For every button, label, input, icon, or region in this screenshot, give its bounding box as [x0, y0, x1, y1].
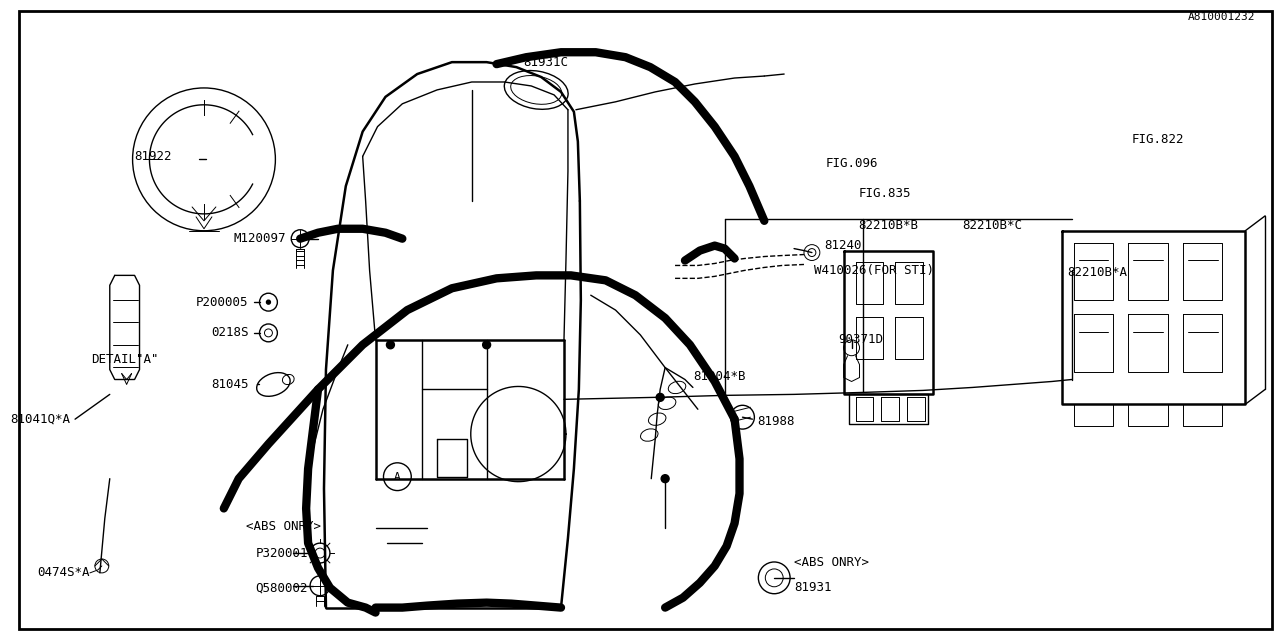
Text: 81045: 81045 — [211, 378, 248, 391]
Circle shape — [662, 475, 669, 483]
Text: 82210B*B: 82210B*B — [859, 220, 919, 232]
Text: P200005: P200005 — [196, 296, 248, 308]
Text: <ABS ONRY>: <ABS ONRY> — [246, 520, 321, 532]
Text: FIG.835: FIG.835 — [859, 187, 911, 200]
Text: FIG.096: FIG.096 — [826, 157, 878, 170]
Circle shape — [483, 341, 490, 349]
Text: Q580002: Q580002 — [256, 581, 308, 595]
Text: 81904*B: 81904*B — [692, 370, 745, 383]
Text: <ABS ONRY>: <ABS ONRY> — [794, 556, 869, 570]
Circle shape — [387, 341, 394, 349]
Text: DETAIL"A": DETAIL"A" — [91, 353, 159, 366]
Text: 81931: 81931 — [794, 581, 832, 595]
Text: 81240: 81240 — [824, 239, 861, 252]
Text: P320001: P320001 — [256, 547, 308, 559]
Text: FIG.822: FIG.822 — [1132, 133, 1184, 146]
Text: 81922: 81922 — [133, 150, 172, 163]
Text: 82210B*C: 82210B*C — [963, 220, 1023, 232]
Text: A: A — [394, 472, 401, 482]
Text: 90371D: 90371D — [838, 333, 883, 346]
Text: 81041Q*A: 81041Q*A — [10, 413, 70, 426]
Text: 81931C: 81931C — [524, 56, 568, 68]
Text: A810001232: A810001232 — [1188, 12, 1256, 22]
Circle shape — [266, 300, 270, 304]
Text: 0474S*A: 0474S*A — [37, 566, 90, 579]
Text: W410026(FOR STI): W410026(FOR STI) — [814, 264, 934, 277]
Text: 0218S: 0218S — [211, 326, 248, 339]
Text: 82210B*A: 82210B*A — [1066, 266, 1126, 279]
Text: 81988: 81988 — [758, 415, 795, 428]
Circle shape — [657, 394, 664, 401]
Text: M120097: M120097 — [234, 232, 287, 245]
